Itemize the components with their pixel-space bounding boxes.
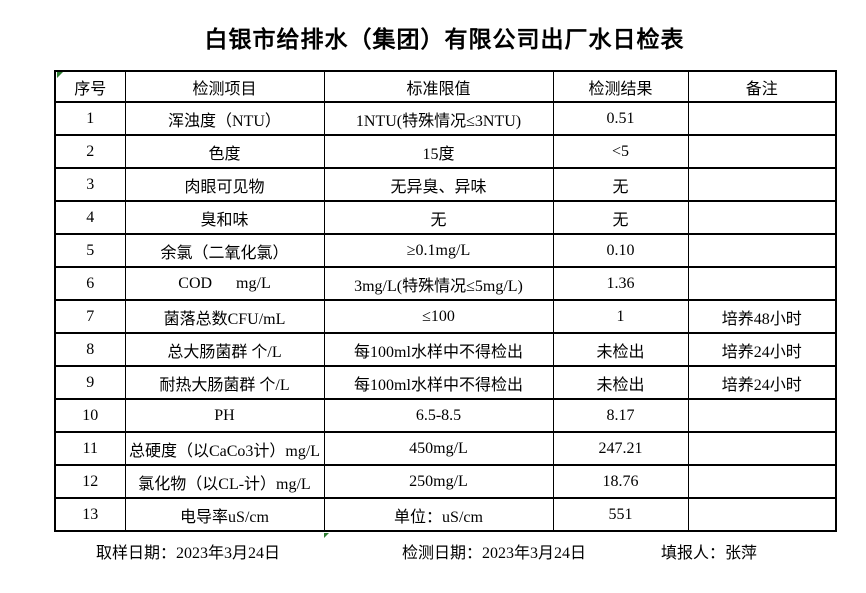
row-number-cell: 7 [54,299,126,334]
row-number-cell: 4 [54,200,126,235]
result-cell: 551 [552,497,689,532]
header-col-item: 检测项目 [124,70,325,103]
table-header: 序号 检测项目 标准限值 检测结果 备注 [54,70,837,103]
row-number-cell: 8 [54,332,126,367]
table-row: 11 总硬度（以CaCo3计）mg/L 450mg/L 247.21 [54,431,837,466]
table-row: 12 氯化物（以CL-计）mg/L 250mg/L 18.76 [54,464,837,499]
table-row: 2 色度 15度 <5 [54,134,837,169]
result-cell: 未检出 [552,365,689,400]
standard-limit-cell: 无 [323,200,554,235]
table-row: 6 COD mg/L 3mg/L(特殊情况≤5mg/L) 1.36 [54,266,837,301]
result-cell: 1.36 [552,266,689,301]
row-number-cell: 1 [54,101,126,136]
standard-limit-cell: ≥0.1mg/L [323,233,554,268]
remark-cell: 培养24小时 [687,365,837,400]
item-cell: 菌落总数CFU/mL [124,299,325,334]
excel-corner-marker-icon [57,72,63,78]
header-col-index: 序号 [54,70,126,103]
standard-limit-cell: 250mg/L [323,464,554,499]
report-footer: 取样日期：2023年3月24日 检测日期：2023年3月24日 填报人：张萍 [0,539,866,562]
remark-cell [687,200,837,235]
table-row: 3 肉眼可见物 无异臭、异味无 [54,167,837,202]
header-row: 序号 检测项目 标准限值 检测结果 备注 [54,70,837,103]
standard-limit-cell: 15度 [323,134,554,169]
item-cell: 耐热大肠菌群 个/L [124,365,325,400]
result-cell: 1 [552,299,689,334]
result-cell: 0.10 [552,233,689,268]
table-row: 13 电导率uS/cm 单位：uS/cm 551 [54,497,837,532]
standard-limit-cell: 单位：uS/cm [323,497,554,532]
remark-cell [687,266,837,301]
row-number-cell: 10 [54,398,126,433]
standard-limit-cell: 1NTU(特殊情况≤3NTU) [323,101,554,136]
standard-limit-cell: 450mg/L [323,431,554,466]
row-number-cell: 5 [54,233,126,268]
row-number-cell: 6 [54,266,126,301]
page-title: 白银市给排水（集团）有限公司出厂水日检表 [204,27,685,52]
table-row: 8 总大肠菌群 个/L 每100ml水样中不得检出 未检出 培养24小时 [54,332,837,367]
result-cell: 0.51 [552,101,689,136]
result-cell: 8.17 [552,398,689,433]
remark-cell [687,464,837,499]
result-cell: 18.76 [552,464,689,499]
remark-cell [687,431,837,466]
result-cell: 247.21 [552,431,689,466]
row-number-cell: 9 [54,365,126,400]
remark-cell [687,101,837,136]
remark-cell: 培养48小时 [687,299,837,334]
standard-limit-cell: ≤100 [323,299,554,334]
header-col-standard: 标准限值 [323,70,554,103]
standard-limit-cell: 无异臭、异味 [323,167,554,202]
result-cell: <5 [552,134,689,169]
remark-cell [687,167,837,202]
excel-bottom-marker-icon [324,533,329,538]
result-cell: 无 [552,200,689,235]
table-row: 4 臭和味无无 [54,200,837,235]
item-cell: 氯化物（以CL-计）mg/L [124,464,325,499]
standard-limit-cell: 6.5-8.5 [323,398,554,433]
header-col-remark: 备注 [687,70,837,103]
row-number-cell: 12 [54,464,126,499]
row-number-cell: 11 [54,431,126,466]
item-cell: COD mg/L [124,266,325,301]
item-cell: 总大肠菌群 个/L [124,332,325,367]
result-cell: 未检出 [552,332,689,367]
standard-limit-cell: 每100ml水样中不得检出 [323,332,554,367]
remark-cell: 培养24小时 [687,332,837,367]
item-cell: 肉眼可见物 [124,167,325,202]
table-body: 1 浑浊度（NTU） 1NTU(特殊情况≤3NTU) 0.51 2 色度 15度 <5 3 肉眼可… [54,101,837,532]
remark-cell [687,497,837,532]
sampling-date: 取样日期：2023年3月24日 [96,545,281,562]
test-date: 检测日期：2023年3月24日 [402,545,587,562]
row-number-cell: 3 [54,167,126,202]
item-cell: 臭和味 [124,200,325,235]
result-cell: 无 [552,167,689,202]
header-col-result: 检测结果 [552,70,689,103]
reporter: 填报人：张萍 [661,545,758,562]
item-cell: PH [124,398,325,433]
item-cell: 浑浊度（NTU） [124,101,325,136]
item-cell: 总硬度（以CaCo3计）mg/L [124,431,325,466]
table-row: 1 浑浊度（NTU） 1NTU(特殊情况≤3NTU) 0.51 [54,101,837,136]
item-cell: 色度 [124,134,325,169]
row-number-cell: 2 [54,134,126,169]
standard-limit-cell: 3mg/L(特殊情况≤5mg/L) [323,266,554,301]
item-cell: 电导率uS/cm [124,497,325,532]
table-row: 5 余氯（二氧化氯） ≥0.1mg/L 0.10 [54,233,837,268]
remark-cell [687,134,837,169]
inspection-table: 序号 检测项目 标准限值 检测结果 备注 1 浑浊度（NTU） 1NTU(特殊情况≤… [54,70,837,532]
standard-limit-cell: 每100ml水样中不得检出 [323,365,554,400]
row-number-cell: 13 [54,497,126,532]
table-row: 10 PH 6.5-8.5 8.17 [54,398,837,433]
table-row: 9 耐热大肠菌群 个/L 每100ml水样中不得检出 未检出 培养24小时 [54,365,837,400]
item-cell: 余氯（二氧化氯） [124,233,325,268]
remark-cell [687,398,837,433]
table-row: 7 菌落总数CFU/mL ≤100 1 培养48小时 [54,299,837,334]
remark-cell [687,233,837,268]
